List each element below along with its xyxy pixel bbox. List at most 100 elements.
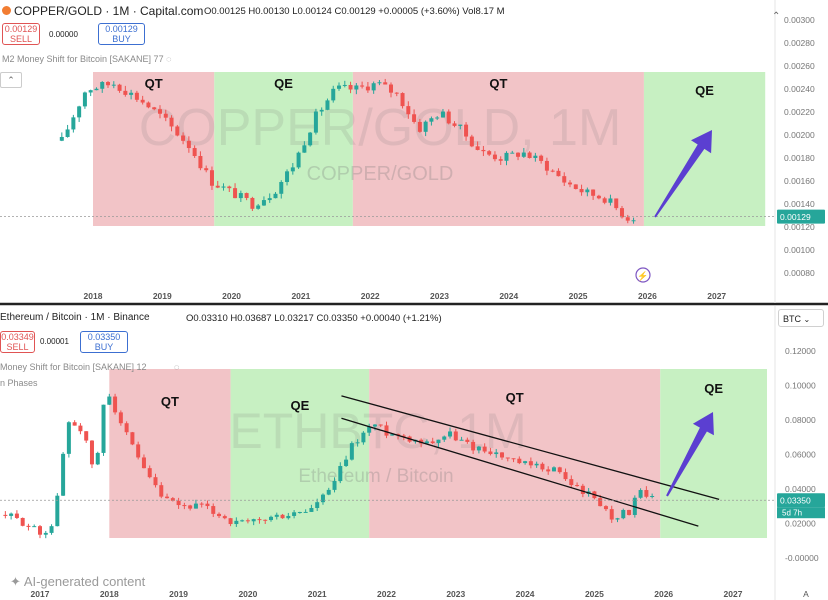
bottom-candle-body [26, 525, 31, 527]
bottom-candle-body [38, 526, 42, 535]
bottom-candle-body [494, 452, 499, 455]
top-candle-body [521, 152, 526, 157]
bottom-candle-body [211, 506, 216, 514]
top-candle-body [498, 159, 503, 161]
top-ohlc: O0.00125 H0.00130 L0.00124 C0.00129 +0.0… [204, 6, 505, 17]
top-candle-body [504, 152, 509, 161]
top-candle-body [313, 111, 318, 133]
bottom-candle-body [361, 432, 366, 443]
bottom-x-tick-label: 2026 [654, 589, 673, 599]
ai-generated-label: ✦ AI-generated content [10, 574, 145, 590]
bottom-candle-body [500, 452, 504, 458]
bottom-candle-body [638, 490, 643, 498]
bottom-sell-button[interactable]: 0.03349 SELL [0, 331, 35, 353]
bottom-region-label: QT [506, 390, 524, 405]
bottom-candle-body [476, 446, 481, 451]
top-candle-body [290, 167, 295, 172]
bottom-candle-body [338, 465, 343, 482]
top-candle-body [562, 176, 567, 183]
bottom-candle-body [430, 441, 435, 444]
top-candle-body [163, 113, 168, 118]
bottom-price-tag-text: 0.03350 [780, 496, 811, 506]
top-candle-body [319, 109, 324, 112]
top-candle-body [458, 124, 463, 126]
top-candle-body [568, 182, 573, 185]
bottom-candle-body [390, 434, 395, 436]
bottom-candle-body [176, 500, 181, 506]
bottom-x-tick-label: 2024 [516, 589, 535, 599]
top-indicator-text: M2 Money Shift for Bitcoin [SAKANE] 77 [2, 54, 164, 64]
bottom-candle-body [320, 494, 325, 503]
top-candle-body [527, 152, 532, 158]
top-candle-body [106, 82, 111, 86]
top-candle-body [539, 155, 544, 161]
bottom-candle-body [222, 516, 227, 519]
collapse-top-icon[interactable]: ⌃ [772, 11, 781, 22]
bottom-candle-body [332, 481, 337, 490]
bottom-candle-body [66, 422, 71, 454]
top-candle-body [279, 182, 284, 194]
top-candle-body [631, 220, 636, 222]
bottom-spread: 0.00001 [40, 337, 69, 346]
bottom-y-tick-label: 0.10000 [785, 381, 816, 391]
bottom-watermark-small: Ethereum / Bitcoin [298, 466, 453, 487]
top-candle-body [533, 155, 538, 158]
eye-icon[interactable]: ◌ [174, 362, 180, 372]
bottom-region-label: QE [704, 381, 723, 396]
bottom-candle-body [650, 495, 655, 497]
top-candle-body [77, 106, 82, 118]
bottom-candle-body [448, 431, 453, 437]
bottom-candle-body [523, 461, 528, 464]
bottom-candle-body [78, 425, 83, 432]
bottom-candle-body [575, 485, 580, 487]
eye-icon[interactable]: ◌ [166, 54, 172, 64]
top-symbol-icon [2, 6, 11, 15]
bottom-candle-body [9, 513, 14, 516]
top-candle-body [325, 100, 330, 110]
bottom-candle-body [245, 520, 250, 522]
bottom-candle-body [269, 516, 273, 521]
bottom-candle-body [303, 511, 308, 513]
top-candle-body [550, 170, 555, 172]
top-candle-body [383, 82, 388, 85]
bottom-candle-body [217, 513, 222, 517]
bottom-candle-body [453, 431, 458, 441]
bottom-candle-body [505, 457, 510, 459]
bottom-candle-body [482, 446, 487, 452]
currency-select[interactable]: BTC ⌄ [778, 309, 824, 327]
top-candle-body [152, 107, 157, 110]
bottom-candle-body [20, 517, 25, 526]
axis-auto-label: A [803, 589, 809, 599]
bottom-candle-body [153, 477, 158, 486]
top-candle-body [371, 83, 376, 91]
top-candle-body [365, 86, 370, 91]
collapse-icon[interactable]: ⌃ [0, 72, 22, 88]
top-candle-body [296, 152, 301, 168]
top-candle-body [579, 188, 584, 193]
top-sell-button[interactable]: 0.00129 SELL [2, 23, 40, 45]
bottom-candle-body [528, 461, 533, 466]
bottom-buy-button[interactable]: 0.03350 BUY [80, 331, 128, 353]
top-candle-body [510, 152, 515, 154]
top-spread: 0.00000 [49, 30, 78, 39]
top-candle-body [619, 208, 624, 218]
bottom-countdown-text: 5d 7h [782, 509, 802, 518]
top-y-tick-label: 0.00180 [784, 153, 815, 163]
bottom-candle-body [355, 442, 360, 444]
bottom-candle-body [309, 508, 314, 512]
top-candle-body [250, 197, 255, 209]
bottom-candle-body [263, 519, 268, 521]
bottom-candle-body [292, 512, 297, 516]
bottom-buy-price: 0.03350 [87, 332, 121, 342]
currency-select-label: BTC [783, 314, 801, 324]
bottom-candle-body [147, 468, 152, 478]
top-buy-button[interactable]: 0.00129 BUY [98, 23, 145, 45]
bottom-candle-body [49, 526, 54, 533]
bottom-candle-body [644, 490, 649, 497]
top-candle-body [388, 84, 393, 93]
top-candle-body [111, 84, 116, 86]
bottom-candle-body [551, 467, 556, 472]
bottom-candle-body [442, 436, 447, 440]
